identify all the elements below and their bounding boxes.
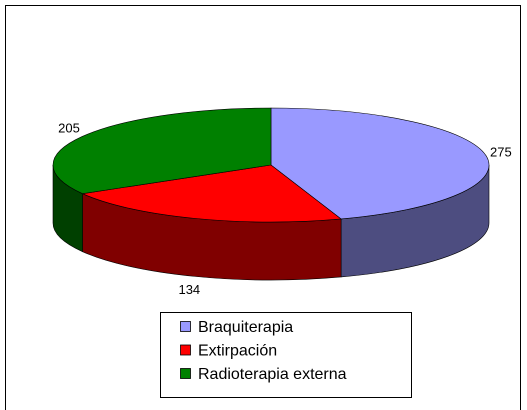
legend-box	[160, 312, 412, 398]
slice	[52, 107, 272, 194]
legend: Braquiterapia Extirpación Radioterapia ext…	[180, 319, 347, 383]
data-label: 205	[58, 121, 80, 136]
legend-label: Radioterapia externa	[198, 366, 347, 383]
pie: 275 134 205	[52, 107, 512, 297]
legend-swatch	[180, 321, 191, 332]
data-label: 275	[490, 145, 512, 160]
data-label: 134	[178, 282, 200, 297]
legend-swatch	[180, 368, 191, 379]
slice	[81, 164, 342, 223]
legend-swatch	[180, 344, 191, 356]
legend-label: Extirpación	[198, 343, 277, 360]
legend-label: Braquiterapia	[198, 319, 293, 336]
slice	[270, 107, 490, 220]
